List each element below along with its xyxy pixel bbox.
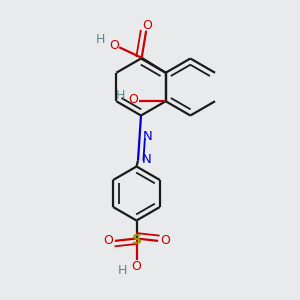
Text: O: O [143, 19, 153, 32]
Text: O: O [128, 93, 138, 106]
Text: O: O [110, 39, 120, 52]
Text: O: O [103, 234, 113, 248]
Text: H: H [96, 33, 105, 46]
Text: N: N [142, 152, 151, 166]
Text: H: H [117, 264, 127, 277]
Text: O: O [160, 234, 169, 248]
Text: S: S [131, 233, 142, 247]
Text: O: O [132, 260, 141, 273]
Text: H: H [116, 89, 125, 102]
Text: N: N [143, 130, 153, 143]
